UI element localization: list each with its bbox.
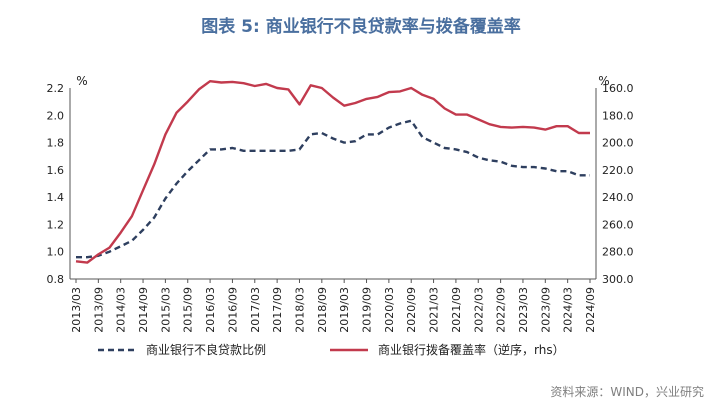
right-tick-label: 180.0 [602,109,634,122]
x-tick-label: 2021/03 [428,287,441,333]
x-tick-label: 2014/09 [137,287,150,333]
x-tick-label: 2014/03 [115,287,128,333]
legend-label-2: 商业银行拨备覆盖率（逆序，rhs） [378,342,565,357]
chart-title: 图表 5: 商业银行不良贷款率与拨备覆盖率 [201,17,521,37]
x-tick-label: 2017/03 [249,287,262,333]
x-tick-label: 2020/03 [383,287,396,333]
right-tick-label: 240.0 [602,191,634,204]
x-tick-label: 2016/03 [204,287,217,333]
plot-area [69,88,597,280]
left-tick-label: 1.2 [47,218,65,231]
x-tick-label: 2019/03 [338,287,351,333]
left-axis: 0.8 1.0 1.2 1.4 1.6 1.8 2.0 2.2% [47,74,88,286]
x-tick-label: 2019/09 [361,287,374,333]
right-tick-label: 160.0 [602,82,634,95]
legend: 商业银行不良贷款比例 商业银行拨备覆盖率（逆序，rhs） [98,342,565,357]
x-tick-label: 2024/03 [562,287,575,333]
left-axis-unit: % [76,74,87,88]
x-tick-label: 2013/09 [92,287,105,333]
series-lines [75,80,590,264]
x-axis: 2013/03 2013/09 2014/03 2014/09 2015/03 2015/… [70,279,597,333]
x-tick-label: 2024/09 [584,287,597,333]
series-line-2 [75,80,590,264]
left-tick-label: 1.8 [47,137,65,150]
x-tick-label: 2015/09 [182,287,195,333]
x-tick-label: 2015/03 [159,287,172,333]
x-tick-label: 2022/03 [472,287,485,333]
x-tick-label: 2022/09 [495,287,508,333]
x-tick-label: 2017/09 [271,287,284,333]
right-tick-label: 200.0 [602,137,634,150]
x-tick-label: 2023/09 [539,287,552,333]
x-tick-label: 2018/09 [316,287,329,333]
right-tick-label: 260.0 [602,218,634,231]
left-tick-label: 2.2 [47,82,65,95]
left-tick-label: 1.6 [47,164,65,177]
right-axis: 160.0 180.0 200.0 220.0 240.0 260.0 280.0 300.0… [598,74,633,286]
x-tick-label: 2016/09 [226,287,239,333]
x-tick-label: 2023/03 [517,287,530,333]
source-note: 资料来源：WIND，兴业研究 [550,385,704,399]
x-tick-label: 2021/09 [450,287,463,333]
right-tick-label: 220.0 [602,164,634,177]
x-tick-label: 2018/03 [293,287,306,333]
legend-label-1: 商业银行不良贷款比例 [146,342,266,357]
right-axis-unit: % [598,74,609,88]
right-tick-label: 300.0 [602,273,634,286]
series-line-1 [76,119,590,259]
right-tick-label: 280.0 [602,246,634,259]
left-tick-label: 1.4 [47,191,65,204]
x-tick-label: 2020/09 [405,287,418,333]
x-tick-label: 2013/03 [70,287,83,333]
left-tick-label: 0.8 [47,273,65,286]
left-tick-label: 2.0 [47,109,65,122]
left-tick-label: 1.0 [47,246,65,259]
